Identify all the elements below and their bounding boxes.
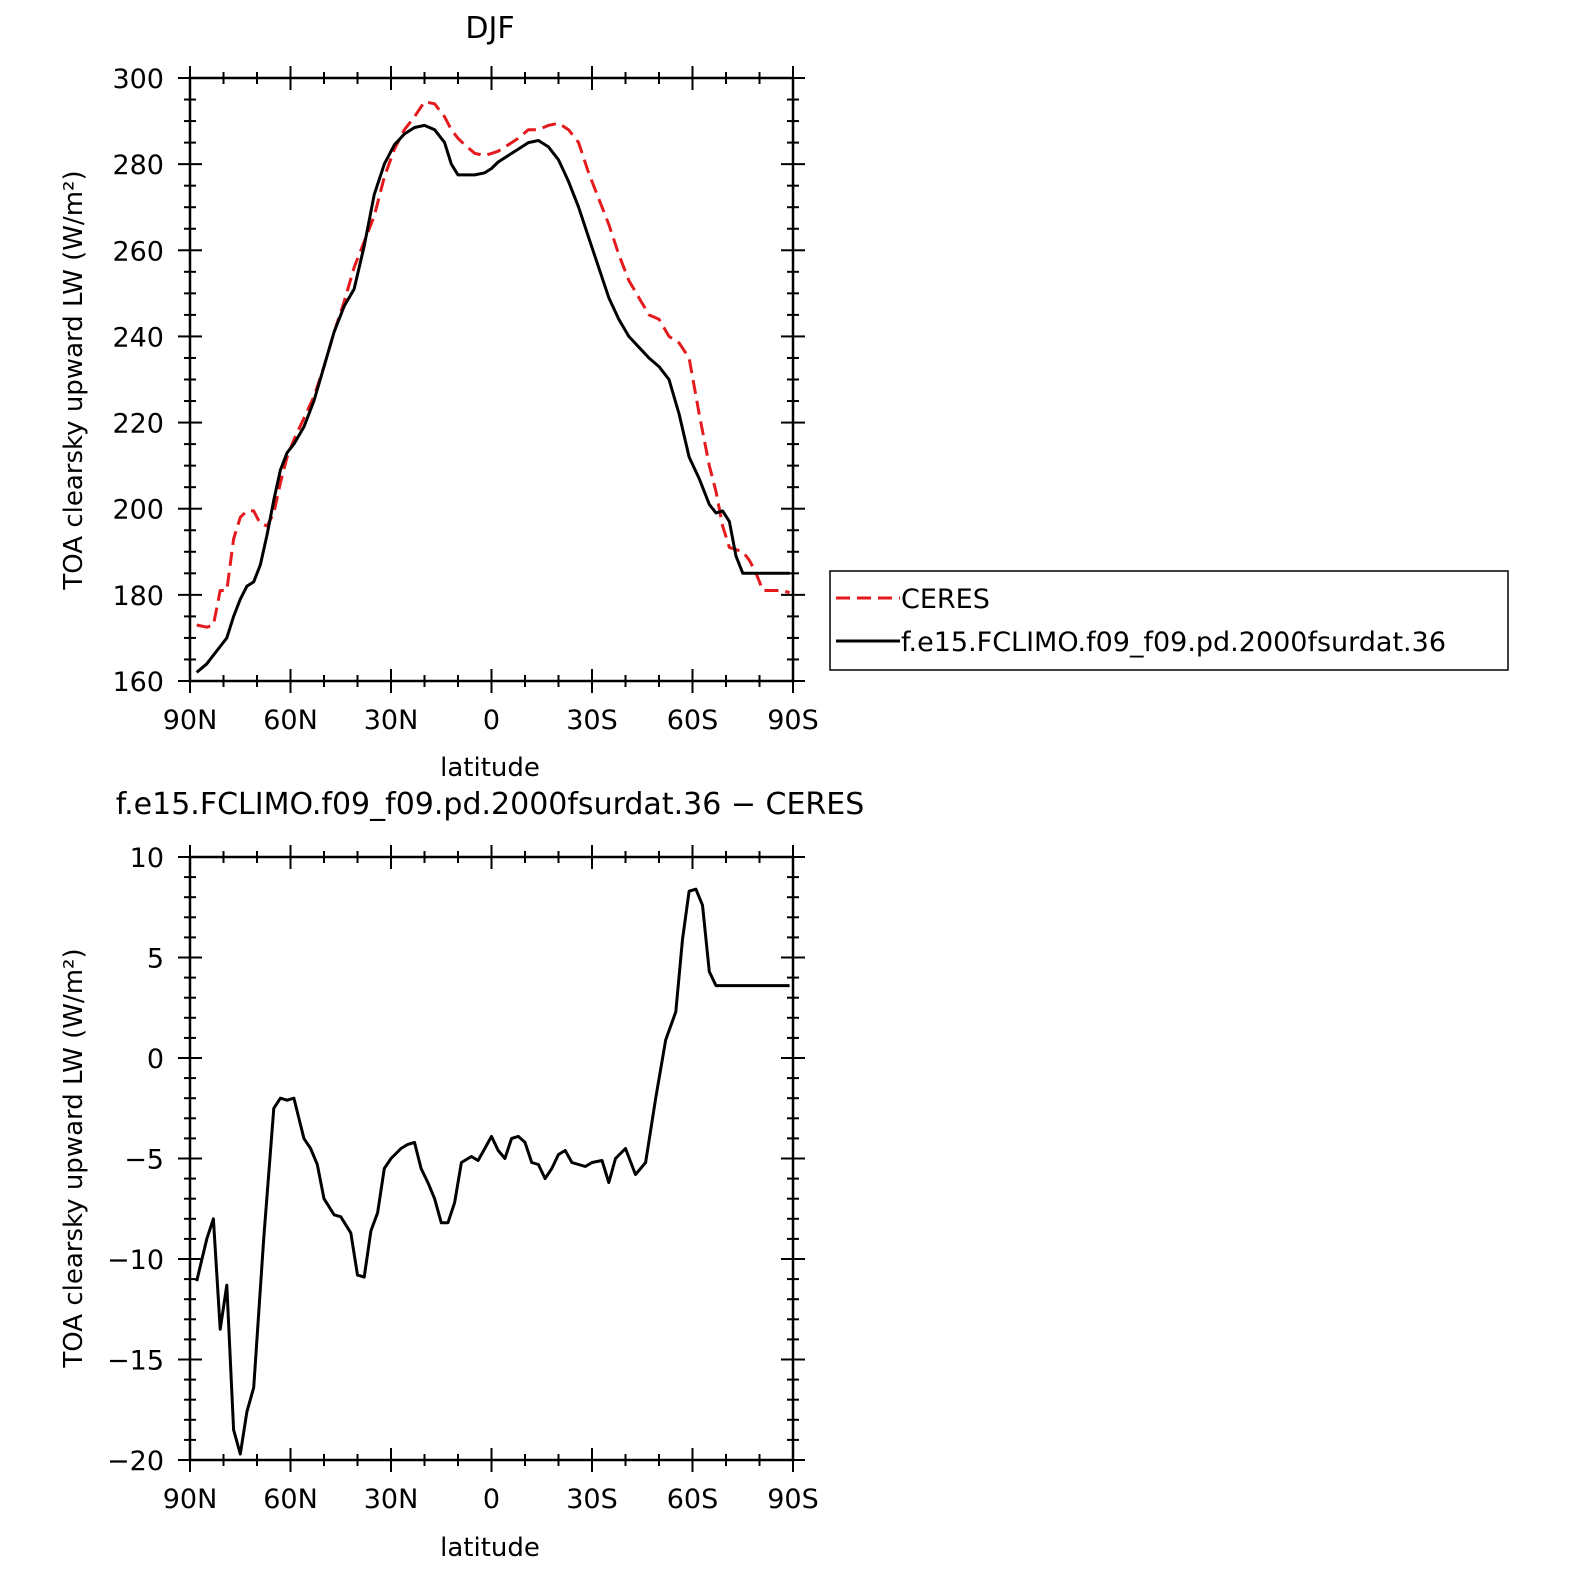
legend-label-ceres: CERES <box>901 584 990 615</box>
y-tick-label: 0 <box>147 1044 164 1075</box>
y-tick-label: 240 <box>112 322 164 353</box>
y-axis-label: TOA clearsky upward LW (W/m²) <box>59 948 89 1368</box>
x-axis-label: latitude <box>440 1533 540 1563</box>
legend-label-model: f.e15.FCLIMO.f09_f09.pd.2000fsurdat.36 <box>901 627 1446 658</box>
series-lines <box>195 100 791 674</box>
y-axis-label: TOA clearsky upward LW (W/m²) <box>59 170 89 590</box>
x-tick-label: 60S <box>667 705 719 736</box>
x-tick-label: 60N <box>263 1484 318 1515</box>
x-tick-label: 0 <box>483 705 500 736</box>
x-tick-label: 30N <box>364 1484 419 1515</box>
x-tick-label: 90S <box>767 705 819 736</box>
chart-title: f.e15.FCLIMO.f09_f09.pd.2000fsurdat.36 −… <box>116 787 865 822</box>
y-tick-label: 180 <box>112 581 164 612</box>
y-tick-label: 5 <box>147 944 164 975</box>
plot-frame <box>188 855 795 1462</box>
y-tick-label: 260 <box>112 236 164 267</box>
x-tick-label: 30S <box>566 1484 618 1515</box>
panel-difference: f.e15.FCLIMO.f09_f09.pd.2000fsurdat.36 −… <box>59 787 864 1563</box>
y-tick-label: 200 <box>112 495 164 526</box>
chart-title: DJF <box>465 11 514 46</box>
series-line-0 <box>196 100 791 629</box>
panel-djf: DJF 90N 60N 30N 0 30S 60S 90S 160 180 200 220 240 2… <box>59 11 1509 783</box>
plot-frame <box>188 76 795 683</box>
x-tick-label: 30S <box>566 705 618 736</box>
y-tick-labels: −20 −15 −10 −5 0 5 10 <box>107 843 164 1477</box>
series-line-1 <box>195 123 790 674</box>
legend: CERES f.e15.FCLIMO.f09_f09.pd.2000fsurda… <box>829 570 1509 671</box>
x-tick-label: 90S <box>767 1484 819 1515</box>
y-tick-label: −10 <box>107 1245 164 1276</box>
series-lines <box>195 887 790 1456</box>
tick-marks <box>178 66 805 693</box>
y-tick-label: −20 <box>107 1446 164 1477</box>
x-tick-label: 0 <box>483 1484 500 1515</box>
y-tick-label: −15 <box>107 1346 164 1377</box>
y-tick-label: 300 <box>112 64 164 95</box>
x-tick-labels: 90N 60N 30N 0 30S 60S 90S <box>163 705 819 736</box>
x-tick-label: 30N <box>364 705 419 736</box>
x-tick-label: 60N <box>263 705 318 736</box>
y-tick-label: 10 <box>130 843 164 874</box>
y-tick-label: 220 <box>112 409 164 440</box>
x-tick-labels: 90N 60N 30N 0 30S 60S 90S <box>163 1484 819 1515</box>
series-line-0 <box>195 887 790 1456</box>
x-tick-label: 60S <box>667 1484 719 1515</box>
x-tick-label: 90N <box>163 705 218 736</box>
y-tick-label: 280 <box>112 150 164 181</box>
legend-box <box>829 570 1509 671</box>
y-tick-labels: 160 180 200 220 240 260 280 300 <box>112 64 164 698</box>
tick-marks <box>178 845 805 1472</box>
y-tick-label: −5 <box>124 1145 164 1176</box>
x-tick-label: 90N <box>163 1484 218 1515</box>
x-axis-label: latitude <box>440 753 540 783</box>
y-tick-label: 160 <box>112 667 164 698</box>
